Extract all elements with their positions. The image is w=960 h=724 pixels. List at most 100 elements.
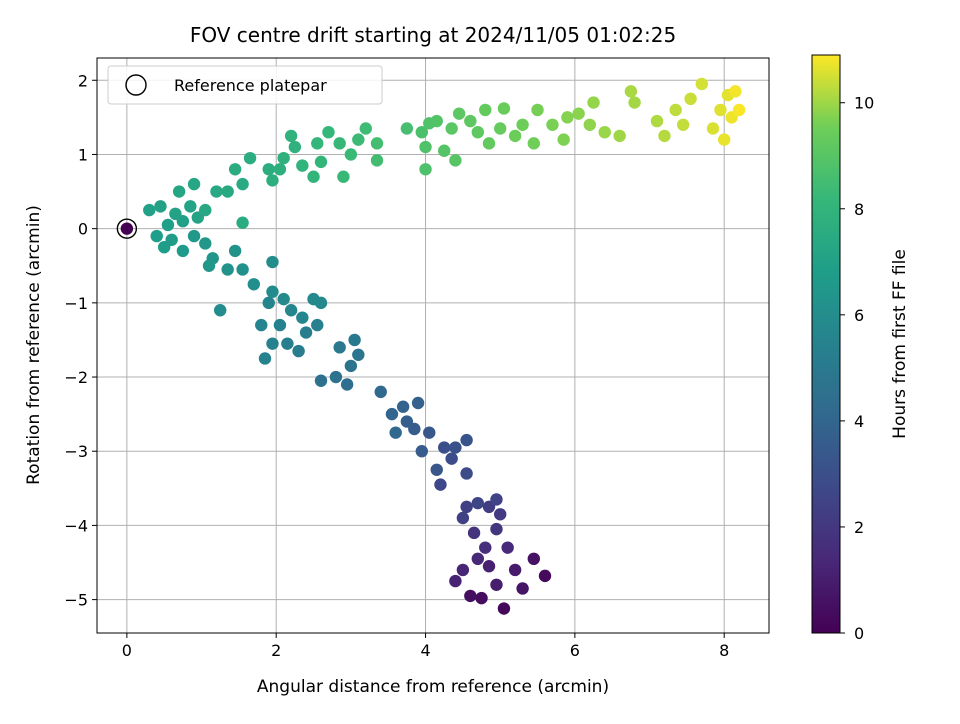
y-tick-label: −2 xyxy=(64,368,88,387)
data-point xyxy=(400,122,414,135)
data-point xyxy=(210,185,223,198)
plot-frame xyxy=(96,57,770,634)
y-axis-label: Rotation from reference (arcmin) xyxy=(24,205,44,485)
data-point xyxy=(494,122,507,135)
colorbar-tick-label: 2 xyxy=(854,518,864,537)
data-point xyxy=(329,370,343,384)
data-point xyxy=(471,125,484,139)
colorbar-gradient xyxy=(811,54,841,634)
data-point xyxy=(228,244,242,258)
data-point xyxy=(613,129,626,143)
data-point xyxy=(464,114,477,128)
data-point xyxy=(490,522,503,536)
data-point xyxy=(497,102,511,115)
y-tick-label: −3 xyxy=(64,442,88,461)
data-point xyxy=(150,229,163,243)
colorbar-tick-label: 0 xyxy=(854,624,864,643)
data-point xyxy=(284,304,298,317)
x-tick-label: 2 xyxy=(271,641,281,660)
data-point xyxy=(714,103,727,117)
data-point xyxy=(214,304,227,317)
x-axis-ticks: 0 2 4 6 8 xyxy=(122,633,729,660)
data-point xyxy=(236,177,249,191)
y-tick-label: 2 xyxy=(78,71,88,90)
data-point xyxy=(527,552,540,566)
data-point xyxy=(460,500,473,514)
data-point xyxy=(348,333,361,347)
data-point xyxy=(333,341,346,354)
data-point xyxy=(411,396,425,410)
data-point xyxy=(490,493,503,506)
data-point xyxy=(370,154,384,167)
data-point xyxy=(359,122,372,135)
data-point xyxy=(583,118,596,131)
data-point xyxy=(236,263,249,276)
data-point xyxy=(415,445,428,458)
data-point xyxy=(438,144,451,157)
data-point xyxy=(337,170,350,183)
data-point xyxy=(658,129,671,143)
y-tick-label: 1 xyxy=(78,145,88,164)
data-point xyxy=(184,200,197,213)
data-point xyxy=(464,589,477,603)
data-point xyxy=(221,185,234,198)
data-point xyxy=(385,407,399,421)
data-point xyxy=(729,85,742,98)
data-point xyxy=(374,385,387,399)
data-point xyxy=(228,163,242,176)
data-point xyxy=(169,207,182,221)
data-point xyxy=(460,433,473,447)
data-point xyxy=(695,77,708,91)
data-point xyxy=(199,203,212,217)
data-point xyxy=(333,137,346,150)
data-point xyxy=(311,137,324,150)
data-point xyxy=(221,263,234,276)
data-point xyxy=(669,103,682,117)
data-point xyxy=(296,311,309,324)
data-point xyxy=(344,359,358,373)
reference-data-point xyxy=(120,222,134,235)
data-point xyxy=(400,415,414,428)
data-point xyxy=(449,154,462,167)
data-point xyxy=(143,203,156,217)
data-point xyxy=(307,170,320,183)
data-point xyxy=(684,92,697,106)
colorbar-label: Hours from first FF file xyxy=(890,249,910,439)
data-point xyxy=(467,526,481,540)
data-point xyxy=(352,133,365,146)
colorbar-tick-label: 8 xyxy=(854,200,864,219)
data-point xyxy=(266,174,279,187)
y-tick-label: −1 xyxy=(64,294,88,313)
data-point xyxy=(262,296,275,310)
data-point xyxy=(706,122,720,135)
data-point xyxy=(482,137,496,150)
data-point xyxy=(340,378,354,391)
data-point xyxy=(273,163,287,176)
colorbar-tick-label: 10 xyxy=(854,94,874,113)
data-point xyxy=(277,151,290,165)
data-point xyxy=(471,496,484,510)
data-point xyxy=(415,125,428,139)
data-point xyxy=(561,111,574,124)
data-point xyxy=(490,578,503,591)
x-tick-label: 4 xyxy=(420,641,430,660)
data-point xyxy=(314,374,328,387)
data-point xyxy=(423,426,436,439)
data-point xyxy=(187,177,201,191)
data-point xyxy=(508,563,522,577)
data-point xyxy=(396,400,410,413)
x-axis-label: Angular distance from reference (arcmin) xyxy=(257,677,609,697)
data-point xyxy=(296,159,309,172)
data-point xyxy=(587,96,600,109)
y-tick-label: −5 xyxy=(64,591,88,610)
scatter-points xyxy=(116,77,746,615)
data-point xyxy=(557,133,570,146)
data-point xyxy=(266,255,279,269)
data-point xyxy=(479,541,492,554)
data-point xyxy=(449,574,462,588)
data-point xyxy=(284,129,298,143)
data-point xyxy=(277,292,290,306)
data-point xyxy=(538,569,552,583)
data-point xyxy=(292,344,305,358)
